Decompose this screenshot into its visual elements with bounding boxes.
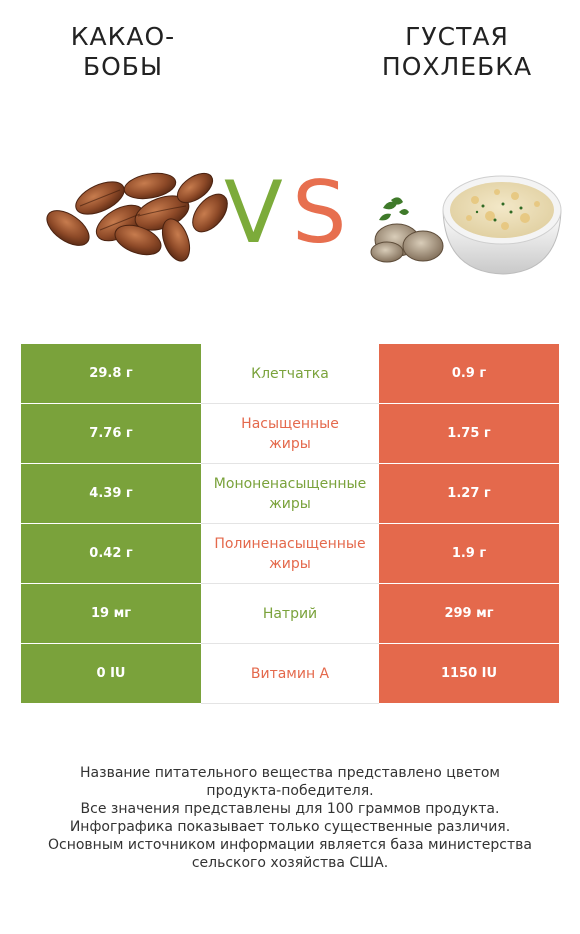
table-row: 0 IU Витамин A 1150 IU (21, 644, 559, 704)
nutrient-name: Полиненасыщенные жиры (214, 535, 366, 572)
table-row: 4.39 г Мононенасыщенные жиры 1.27 г (21, 464, 559, 524)
row-divider (201, 403, 379, 404)
footer-line: Название питательного вещества представл… (80, 765, 500, 781)
table-row: 0.42 г Полиненасыщенные жиры 1.9 г (21, 524, 559, 584)
table-row: 29.8 г Клетчатка 0.9 г (21, 344, 559, 404)
footer-line: Инфографика показывает только существенн… (69, 819, 511, 835)
nutrient-name: Мононенасыщенные жиры (213, 475, 367, 512)
left-product-title: КАКАО- БОБЫ (70, 22, 176, 81)
right-value: 1150 IU (379, 644, 559, 703)
right-value: 1.27 г (379, 464, 559, 523)
row-divider (201, 583, 379, 584)
left-value: 4.39 г (21, 464, 201, 523)
footer-line: Все значения представлены для 100 граммо… (80, 801, 500, 817)
row-divider (201, 643, 379, 644)
right-value: 299 мг (379, 584, 559, 643)
right-product-title: ГУСТАЯ ПОХЛЕБКА (381, 22, 533, 81)
row-divider (201, 703, 379, 704)
left-value: 19 мг (21, 584, 201, 643)
nutrient-name: Витамин A (250, 665, 330, 682)
left-value: 29.8 г (21, 344, 201, 403)
footer-notes: Название питательного вещества представл… (20, 764, 560, 872)
vs-letter-s: S (292, 163, 347, 263)
left-value: 7.76 г (21, 404, 201, 463)
footer-line: продукта-победителя. (206, 783, 374, 799)
cocoa-beans-image (46, 172, 228, 262)
row-divider (201, 463, 379, 464)
row-divider (201, 523, 379, 524)
right-value: 1.75 г (379, 404, 559, 463)
clam-chowder-image (370, 175, 562, 275)
left-value: 0 IU (21, 644, 201, 703)
nutrient-name: Клетчатка (251, 365, 329, 382)
nutrient-name: Насыщенные жиры (241, 415, 339, 452)
table-row: 7.76 г Насыщенные жиры 1.75 г (21, 404, 559, 464)
vs-letter-v: V (224, 163, 283, 263)
footer-line: Основным источником информации является … (48, 837, 532, 853)
left-value: 0.42 г (21, 524, 201, 583)
table-row: 19 мг Натрий 299 мг (21, 584, 559, 644)
right-value: 1.9 г (379, 524, 559, 583)
nutrient-name: Натрий (262, 605, 318, 622)
nutrient-comparison-table: 29.8 г Клетчатка 0.9 г 7.76 г Насыщенные… (21, 344, 559, 704)
right-value: 0.9 г (379, 344, 559, 403)
footer-line: сельского хозяйства США. (191, 855, 389, 871)
